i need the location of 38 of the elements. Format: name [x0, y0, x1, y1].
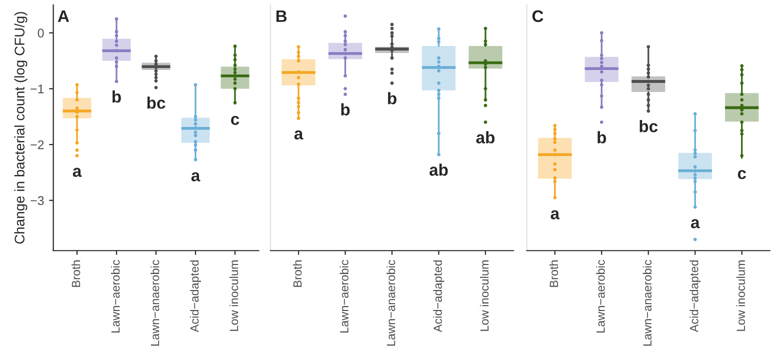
annotation: a — [72, 168, 82, 177]
annotation: a — [294, 130, 304, 140]
y-tick-label: −3 — [30, 196, 44, 206]
y-tick-label: −1 — [30, 84, 44, 94]
chart-title: B — [276, 10, 287, 22]
chart-title: A — [58, 10, 70, 22]
x-tick-label: Low inoculum — [230, 260, 238, 331]
x-tick-label: Lawn−aerobic — [596, 260, 605, 333]
x-tick-label: Lawn−anaerobic — [386, 260, 396, 346]
chart-title: C — [532, 10, 544, 22]
x-tick-label: Lawn−aerobic — [340, 260, 348, 333]
x-tick-label: Acid−adapted — [190, 260, 202, 332]
x-tick-label: Low inoculum — [736, 260, 746, 331]
annotation: b — [598, 131, 606, 144]
annotation: ab — [476, 131, 495, 144]
x-tick-label: Broth — [72, 260, 80, 287]
x-tick-label: Acid−adapted — [433, 260, 444, 332]
y-tick-label: 0 — [38, 28, 44, 38]
x-tick-label: Broth — [549, 260, 558, 287]
x-tick-label: Lawn−anaerobic — [150, 260, 160, 346]
annotation: b — [341, 103, 350, 116]
annotation: a — [550, 210, 560, 220]
annotation: ab — [430, 164, 448, 176]
annotation: c — [738, 170, 746, 180]
annotation: bc — [640, 120, 658, 132]
x-tick-label: Lawn−anaerobic — [642, 260, 652, 346]
annotation: b — [112, 90, 121, 103]
annotation: b — [388, 92, 396, 104]
x-tick-label: Lawn−aerobic — [111, 260, 120, 333]
x-tick-label: Low inoculum — [480, 260, 489, 331]
annotation: c — [231, 116, 240, 125]
annotation: bc — [147, 96, 166, 109]
y-tick-label: −2 — [30, 140, 44, 150]
x-tick-label: Broth — [293, 260, 302, 287]
annotation: a — [191, 172, 200, 182]
x-tick-label: Acid−adapted — [690, 260, 701, 332]
annotation: a — [690, 219, 700, 228]
y-axis-title: Change in bacterial count (log CFU/g) — [14, 12, 28, 244]
